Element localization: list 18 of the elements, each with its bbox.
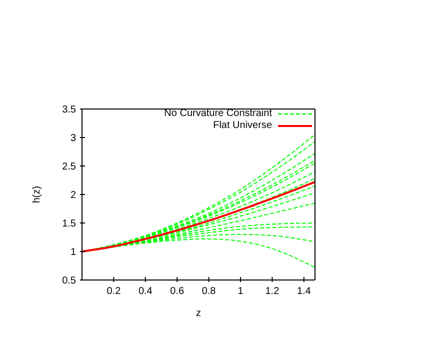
y-tick-label: 3 (70, 133, 76, 144)
y-tick-label: 2.5 (62, 162, 76, 172)
y-tick-label: 0.5 (62, 276, 76, 286)
y-axis-title: h(z) (32, 186, 43, 204)
legend-label: No Curvature Constraint (164, 108, 272, 120)
x-tick-label: 1 (238, 286, 244, 297)
x-tick-label: 0.6 (170, 286, 184, 297)
x-tick-label: 1.4 (296, 286, 312, 297)
x-tick-label: 0.4 (138, 286, 153, 297)
x-tick-label: 1.2 (265, 286, 280, 297)
x-tick-label: 0.8 (202, 286, 216, 297)
y-tick-label: 3.5 (62, 104, 76, 116)
y-tick-label: 1.5 (62, 218, 76, 230)
x-axis-title: z (196, 308, 201, 319)
y-tick-label: 1 (70, 247, 76, 258)
y-tick-label: 2 (70, 190, 76, 201)
x-tick-label: 0.2 (106, 286, 122, 297)
legend-label: Flat Universe (213, 120, 272, 132)
